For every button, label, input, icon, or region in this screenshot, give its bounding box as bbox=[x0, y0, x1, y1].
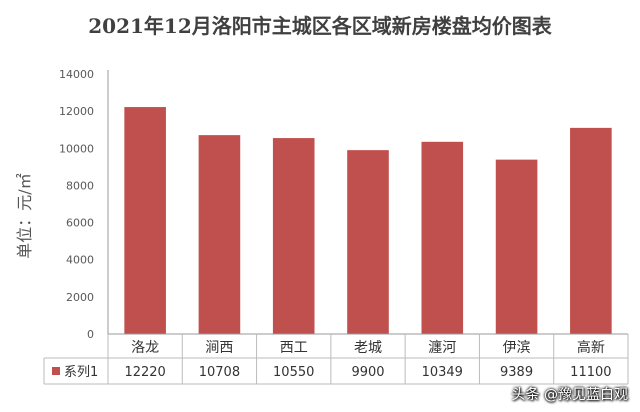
x-category-label: 老城 bbox=[354, 340, 382, 356]
y-axis-ticks: 0 2000 4000 6000 8000 10000 12000 14000 bbox=[59, 68, 94, 341]
x-category-label: 伊滨 bbox=[503, 340, 531, 356]
data-label: 10708 bbox=[199, 365, 240, 380]
chart-title: 2021年12月洛阳市主城区各区域新房楼盘均价图表 bbox=[88, 14, 552, 38]
x-category-label: 西工 bbox=[280, 340, 308, 356]
y-tick-label: 6000 bbox=[66, 217, 94, 230]
data-label: 9389 bbox=[500, 365, 533, 380]
data-label: 10550 bbox=[273, 365, 314, 380]
bar-7 bbox=[570, 127, 612, 334]
bar-4 bbox=[347, 150, 389, 334]
bar-5 bbox=[421, 141, 464, 334]
y-tick-label: 12000 bbox=[59, 105, 94, 118]
bars bbox=[124, 107, 612, 334]
data-label: 10349 bbox=[422, 365, 463, 380]
bar-2 bbox=[198, 135, 241, 334]
bar-3 bbox=[272, 138, 315, 334]
data-table: 洛龙 12220 涧西 10708 西工 10550 老城 9900 瀍河 10349 伊滨 9389… bbox=[43, 334, 629, 385]
y-tick-label: 2000 bbox=[66, 291, 94, 304]
y-tick-label: 8000 bbox=[66, 179, 94, 192]
data-label: 12220 bbox=[124, 365, 165, 380]
legend-series-name: 系列1 bbox=[64, 365, 98, 380]
y-axis-label: 单位：元/㎡ bbox=[15, 173, 34, 258]
y-tick-label: 14000 bbox=[59, 68, 94, 81]
axes bbox=[107, 70, 628, 335]
x-category-label: 洛龙 bbox=[131, 340, 159, 356]
x-category-label: 涧西 bbox=[205, 340, 233, 356]
x-category-label: 高新 bbox=[577, 339, 605, 356]
y-tick-label: 0 bbox=[87, 328, 94, 341]
y-tick-label: 10000 bbox=[59, 142, 94, 155]
x-category-label: 瀍河 bbox=[428, 339, 456, 356]
data-label: 11100 bbox=[570, 365, 611, 380]
watermark: 头条 @豫见蓝白观 bbox=[511, 387, 628, 403]
bar-6 bbox=[495, 159, 538, 334]
y-tick-label: 4000 bbox=[66, 254, 94, 267]
legend-swatch bbox=[52, 367, 60, 375]
bar-1 bbox=[124, 107, 166, 334]
data-label: 9900 bbox=[351, 365, 384, 380]
